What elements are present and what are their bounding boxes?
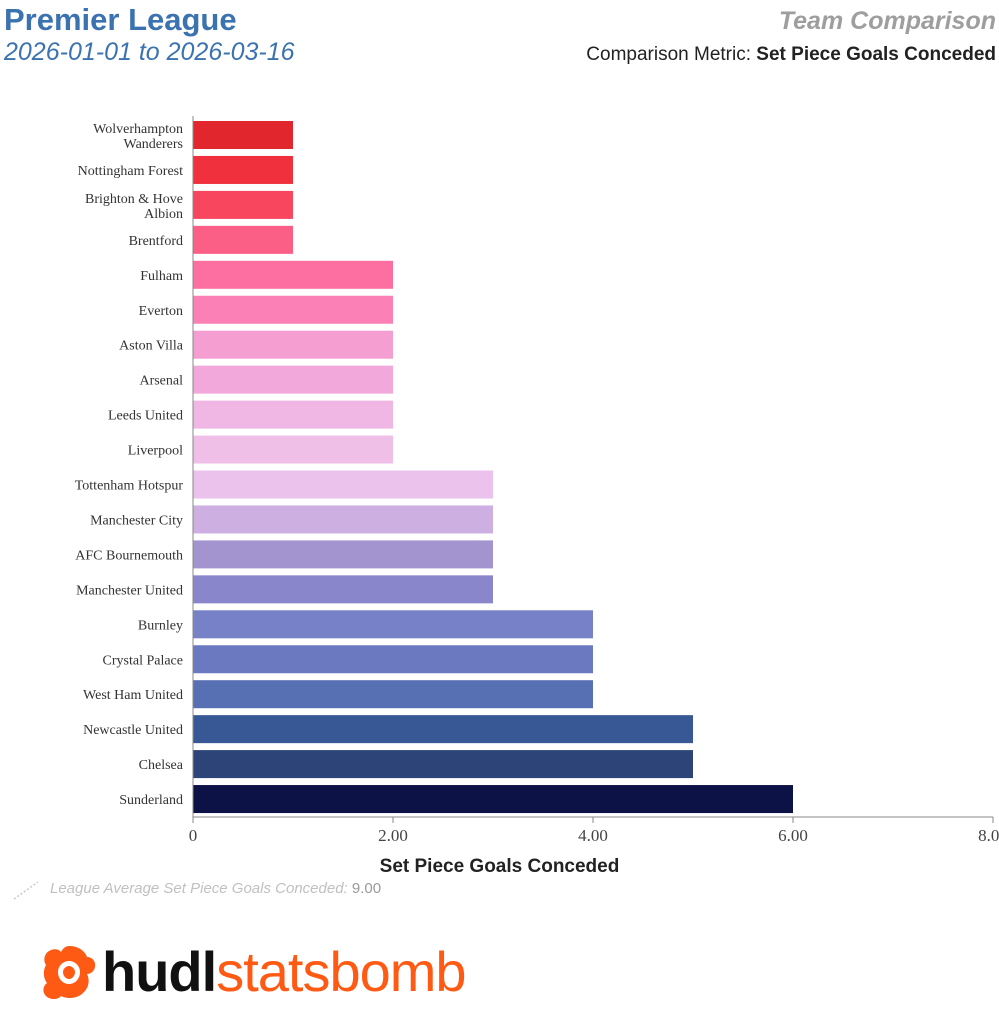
x-tick-label: 4.00 <box>578 826 608 845</box>
category-label: Everton <box>139 304 183 319</box>
bar <box>193 750 693 779</box>
league-average: League Average Set Piece Goals Conceded:… <box>50 880 381 897</box>
category-label: Arsenal <box>139 374 183 389</box>
bar <box>193 575 493 604</box>
category-label-line: Albion <box>144 207 183 222</box>
bar <box>193 400 393 429</box>
category-label-line: Wanderers <box>123 137 183 152</box>
category-label: Leeds United <box>108 409 183 424</box>
bar <box>193 260 393 289</box>
bar <box>193 610 593 639</box>
bar-chart: Wolverhampton Wanderers Nottingham Forest B… <box>75 116 999 845</box>
bar <box>193 295 393 324</box>
metric-prefix: Comparison Metric: <box>586 44 752 65</box>
x-tick-label: 8.00 <box>978 826 999 845</box>
category-label: Newcastle United <box>83 723 183 738</box>
bar <box>193 785 793 814</box>
category-label: Aston Villa <box>119 339 184 354</box>
logo-hudl-text: hudl <box>102 940 217 1003</box>
average-line-icon <box>13 881 39 900</box>
category-label: Fulham <box>140 269 183 284</box>
category-label: Crystal Palace <box>103 653 183 668</box>
league-average-value: 9.00 <box>351 880 382 897</box>
league-average-label: League Average Set Piece Goals Conceded: <box>50 880 348 897</box>
category-label: Manchester City <box>90 513 183 528</box>
metric-name: Set Piece Goals Conceded <box>756 44 996 65</box>
hudl-statsbomb-logo: hudlstatsbomb <box>40 940 467 1004</box>
category-label: Brighton & Hove Albion <box>85 192 183 222</box>
bar <box>193 190 293 219</box>
category-label: Tottenham Hotspur <box>75 479 184 494</box>
date-range: 2026-01-01 to 2026-03-16 <box>4 38 295 66</box>
bar <box>193 505 493 534</box>
bar <box>193 155 293 184</box>
x-tick-label: 0 <box>189 826 198 845</box>
bar <box>193 365 393 394</box>
category-label: Brentford <box>129 234 183 249</box>
category-label: Burnley <box>138 618 183 633</box>
bar <box>193 435 393 464</box>
statsbomb-logo-icon <box>43 946 96 999</box>
comparison-title: Team Comparison <box>778 7 996 35</box>
x-tick-label: 6.00 <box>778 826 808 845</box>
x-tick-label: 2.00 <box>378 826 408 845</box>
bar <box>193 330 393 359</box>
category-label: Liverpool <box>128 444 183 459</box>
bar <box>193 680 593 709</box>
logo-statsbomb-text: statsbomb <box>216 940 466 1003</box>
bar <box>193 645 593 674</box>
bar <box>193 121 293 149</box>
category-label-line: Brighton & Hove <box>85 192 183 207</box>
bar <box>193 470 493 499</box>
bar <box>193 225 293 254</box>
category-label: Chelsea <box>139 758 184 773</box>
bar <box>193 715 693 744</box>
category-label-line: Wolverhampton <box>93 122 183 137</box>
category-label: Sunderland <box>119 793 183 808</box>
x-axis-title: Set Piece Goals Conceded <box>379 856 620 877</box>
comparison-metric: Comparison Metric: Set Piece Goals Conce… <box>586 44 996 66</box>
category-label: Wolverhampton Wanderers <box>93 122 183 152</box>
category-label: AFC Bournemouth <box>75 548 183 563</box>
category-label: West Ham United <box>83 688 183 703</box>
category-label: Manchester United <box>76 583 183 598</box>
league-title: Premier League <box>4 2 237 37</box>
bar <box>193 540 493 569</box>
category-label: Nottingham Forest <box>78 164 183 179</box>
